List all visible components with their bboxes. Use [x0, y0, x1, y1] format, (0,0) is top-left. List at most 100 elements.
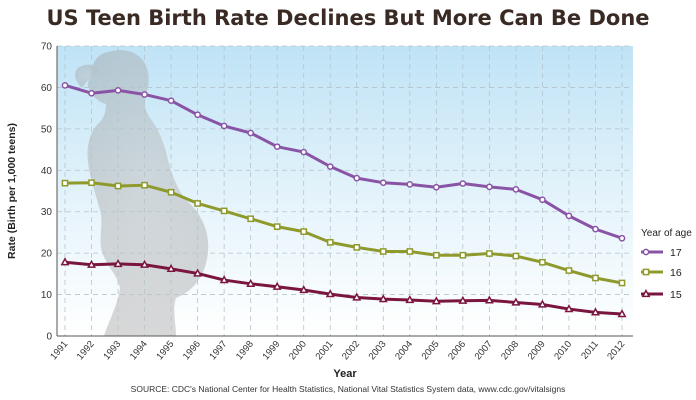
data-point-15 — [219, 275, 229, 284]
data-point-17 — [220, 122, 228, 130]
data-point-17 — [300, 148, 308, 156]
data-point-15 — [87, 259, 96, 268]
x-tick-label: 1996 — [181, 339, 203, 362]
data-point-16 — [61, 179, 69, 187]
legend-label: 17 — [670, 247, 682, 259]
x-tick-label: 2002 — [340, 339, 362, 362]
x-tick-label: 2001 — [314, 339, 336, 362]
x-tick-label: 2008 — [499, 339, 521, 362]
data-point-15 — [431, 296, 441, 305]
data-point-16 — [353, 243, 361, 251]
data-point-16 — [406, 248, 414, 255]
x-tick-label: 2000 — [287, 339, 309, 362]
data-point-16 — [273, 223, 281, 230]
data-point-15 — [193, 268, 203, 277]
y-tick-label: 10 — [41, 290, 53, 301]
x-axis-label: Year — [333, 368, 357, 380]
legend-item-16: 16 — [641, 267, 682, 279]
x-tick-label: 2007 — [473, 339, 495, 362]
data-point-15 — [272, 281, 282, 290]
data-point-15 — [484, 295, 494, 304]
data-point-17 — [194, 111, 201, 119]
data-point-15 — [458, 295, 468, 304]
data-point-17 — [141, 91, 148, 98]
data-point-15 — [246, 278, 256, 287]
x-tick-label: 2003 — [367, 339, 389, 362]
data-point-15 — [166, 263, 176, 273]
data-point-16 — [220, 207, 228, 215]
x-tick-label: 1998 — [234, 339, 256, 362]
y-tick-label: 30 — [41, 207, 53, 218]
y-tick-label: 50 — [41, 124, 53, 135]
data-point-17 — [539, 196, 546, 204]
y-tick-label: 60 — [41, 83, 53, 94]
series-line-17 — [64, 83, 623, 240]
data-point-17 — [432, 183, 440, 191]
data-point-16 — [300, 228, 308, 235]
x-tick-label: 1995 — [154, 339, 176, 362]
x-tick-label: 1992 — [75, 339, 97, 362]
data-point-16 — [379, 248, 387, 255]
legend-marker — [641, 289, 651, 298]
source-note: SOURCE: CDC's National Center for Health… — [130, 384, 566, 394]
y-tick-label: 70 — [41, 42, 53, 53]
legend-item-15: 15 — [641, 289, 682, 301]
data-point-15 — [378, 294, 388, 303]
data-point-16 — [432, 251, 440, 259]
data-point-16 — [512, 252, 520, 260]
data-point-16 — [592, 274, 599, 282]
x-tick-label: 2010 — [552, 339, 574, 362]
x-tick-label: 2004 — [393, 339, 415, 362]
legend-item-17: 17 — [641, 247, 682, 259]
y-tick-label: 40 — [41, 166, 53, 177]
data-point-15 — [564, 304, 574, 313]
data-point-17 — [379, 179, 387, 187]
series-16 — [61, 179, 626, 287]
y-axis-label: Rate (Birth per 1,000 teens) — [6, 123, 18, 259]
x-tick-label: 2011 — [579, 339, 601, 362]
data-point-15 — [113, 258, 123, 268]
data-point-15 — [299, 285, 309, 294]
data-point-15 — [325, 289, 335, 298]
x-tick-label: 1993 — [101, 339, 123, 362]
series-15 — [60, 257, 627, 318]
data-point-16 — [194, 200, 201, 207]
data-point-17 — [247, 129, 255, 137]
data-point-17 — [486, 183, 493, 191]
data-point-16 — [459, 251, 467, 259]
x-tick-label: 2005 — [420, 339, 442, 362]
data-point-15 — [352, 292, 362, 301]
data-point-17 — [61, 82, 69, 89]
series-17 — [61, 82, 626, 242]
data-point-15 — [140, 259, 150, 268]
data-point-17 — [353, 174, 361, 182]
data-point-17 — [512, 185, 520, 193]
data-point-17 — [618, 234, 626, 242]
data-point-15 — [537, 299, 547, 308]
data-point-15 — [617, 309, 627, 318]
data-point-16 — [539, 258, 546, 266]
data-point-17 — [167, 97, 175, 105]
series-line-16 — [64, 181, 623, 285]
data-point-16 — [565, 267, 573, 274]
data-point-17 — [565, 212, 573, 220]
data-point-17 — [592, 225, 599, 233]
legend: Year of age 17 16 15 — [641, 228, 692, 301]
legend-marker — [642, 248, 650, 256]
x-tick-label: 2006 — [446, 339, 468, 362]
data-point-15 — [405, 295, 415, 304]
data-point-17 — [88, 89, 95, 97]
data-point-16 — [88, 179, 95, 187]
data-point-16 — [326, 239, 334, 246]
legend-title: Year of age — [641, 228, 692, 239]
data-point-16 — [486, 250, 493, 257]
series-line-15 — [64, 260, 623, 316]
data-point-16 — [114, 182, 122, 190]
data-point-17 — [273, 143, 281, 151]
data-point-16 — [618, 279, 626, 287]
legend-label: 16 — [670, 267, 682, 279]
x-tick-label: 2012 — [605, 339, 627, 362]
x-tick-label: 2009 — [526, 339, 548, 362]
